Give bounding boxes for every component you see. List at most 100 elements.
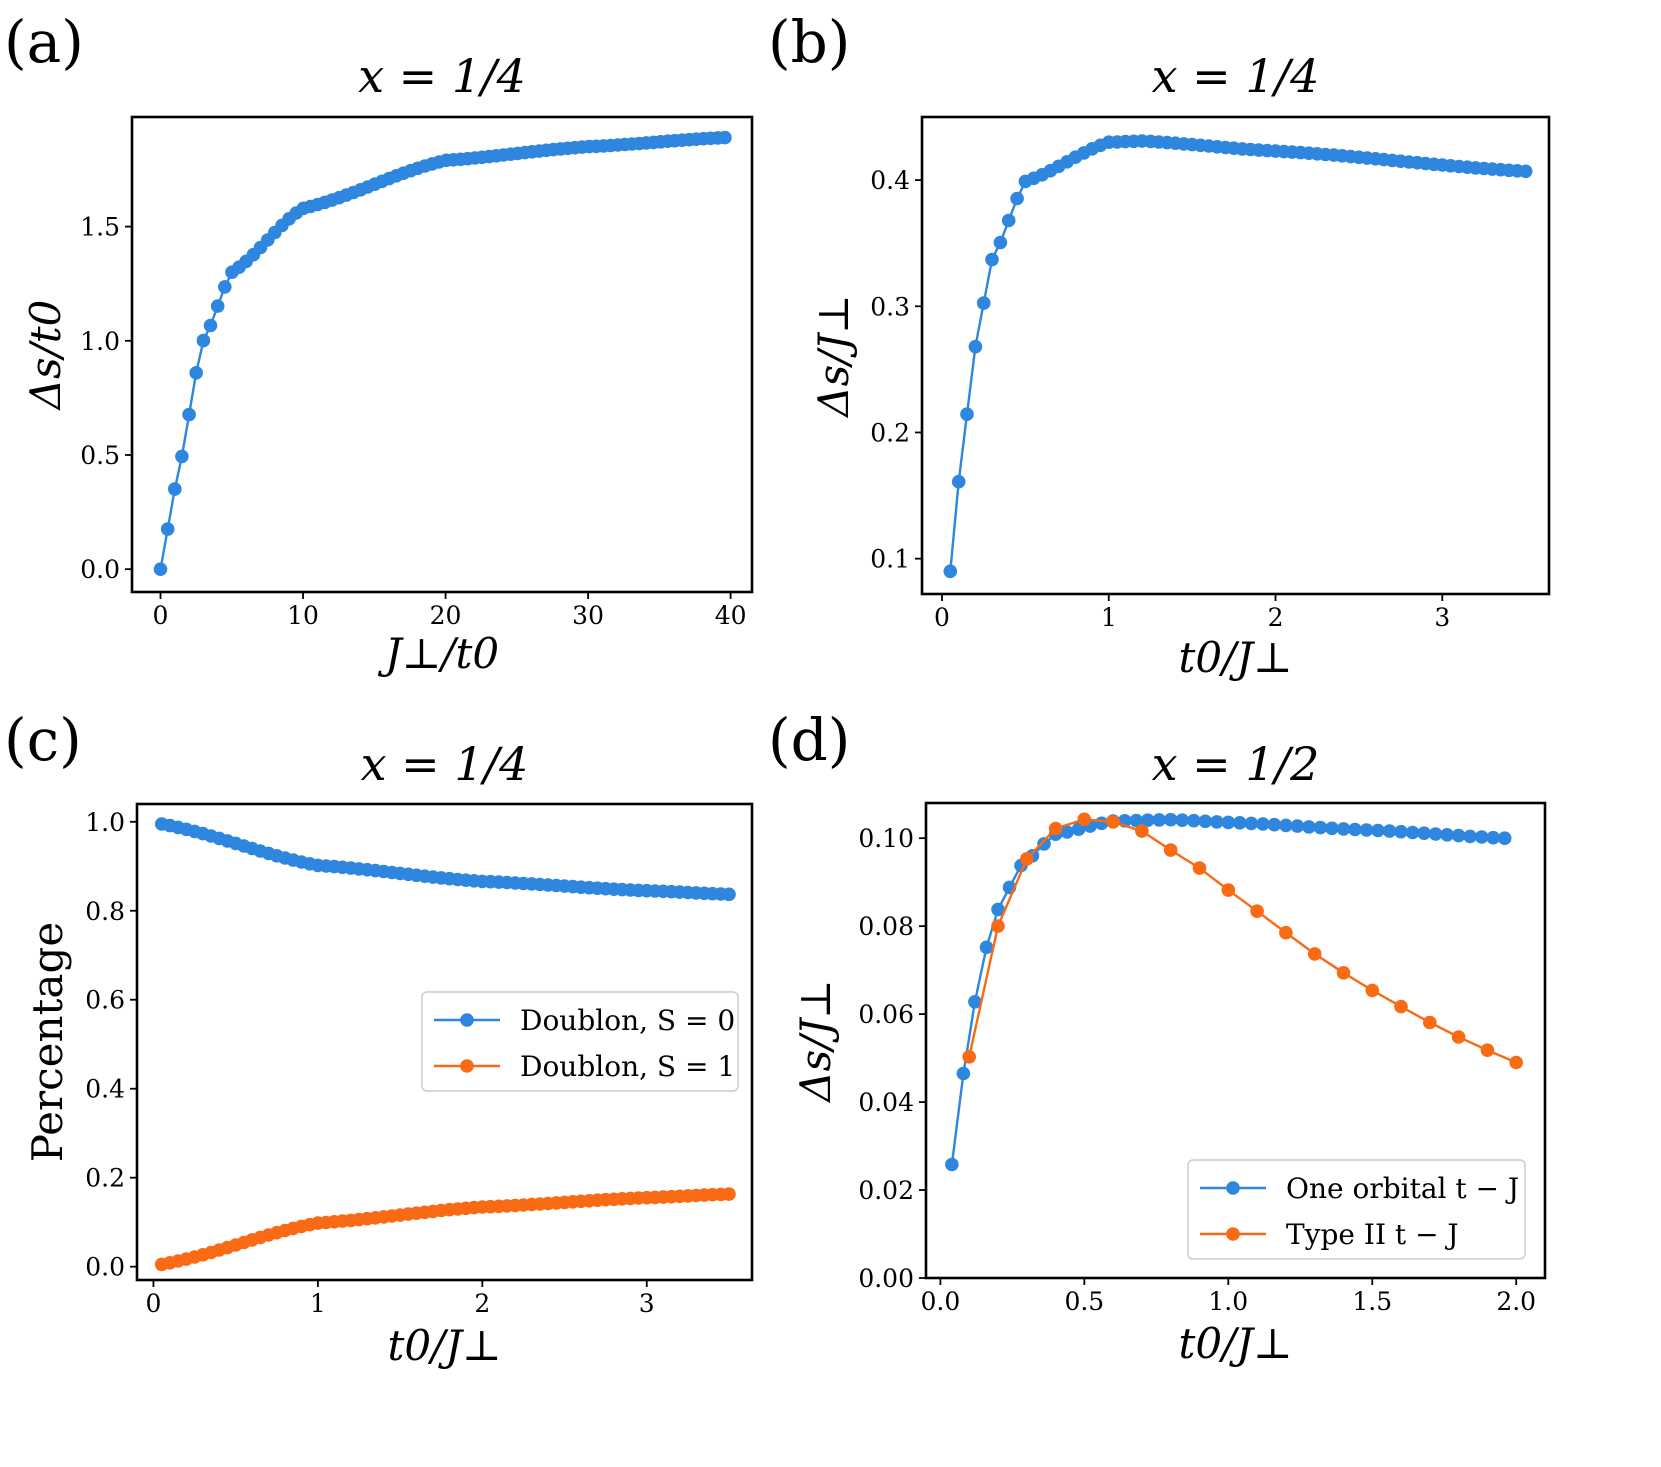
data-point <box>1244 816 1259 831</box>
y-tick-label: 0.08 <box>858 912 914 941</box>
panel-letter: (a) <box>4 8 84 76</box>
y-tick-label: 0.4 <box>870 166 910 195</box>
x-tick-label: 3 <box>1434 603 1450 632</box>
data-point <box>722 887 736 902</box>
y-tick-label: 0.6 <box>85 986 125 1015</box>
data-point <box>979 940 994 955</box>
legend-label: Doublon, S = 1 <box>520 1050 735 1083</box>
data-point <box>1256 817 1270 831</box>
data-point <box>1518 164 1533 179</box>
x-tick-label: 2 <box>474 1289 490 1318</box>
data-point <box>1106 815 1120 829</box>
series-line <box>949 139 1526 572</box>
y-tick-label: 1.0 <box>85 808 125 837</box>
data-point <box>722 1187 736 1201</box>
plot-frame <box>920 115 1551 596</box>
data-point <box>945 1157 959 1172</box>
plot-frame <box>924 801 1547 1280</box>
y-axis-label: Δs/J⊥ <box>809 294 858 418</box>
data-point <box>1302 820 1316 834</box>
data-point <box>1365 983 1380 998</box>
data-point <box>1382 824 1397 838</box>
data-point <box>1336 822 1351 836</box>
series-line <box>950 818 1505 1165</box>
plot-frame <box>130 115 754 594</box>
panel-c: (c) x = 1/4 0 1 2 3 0.0 0.2 0.4 0.6 0.8 1.0 t0/J⊥ Per… <box>4 706 754 1370</box>
data-point <box>951 474 966 489</box>
data-point <box>1290 819 1305 833</box>
legend-box <box>1187 1159 1526 1260</box>
data-point <box>968 339 983 354</box>
data-point <box>1020 852 1034 866</box>
data-point <box>1480 1043 1495 1057</box>
panel-title: x = 1/4 <box>361 737 529 791</box>
y-tick-label: 0.5 <box>80 441 120 470</box>
y-tick-label: 0.1 <box>870 545 910 574</box>
data-point <box>1440 828 1454 842</box>
x-tick-label: 0 <box>153 601 169 630</box>
y-tick-label: 0.02 <box>858 1176 914 1205</box>
data-point <box>1129 813 1143 828</box>
data-point <box>1348 822 1362 837</box>
x-tick-label: 10 <box>287 601 319 630</box>
data-point <box>991 902 1005 917</box>
data-point <box>718 130 732 145</box>
x-axis-label: t0/J⊥ <box>387 1321 501 1370</box>
data-point <box>189 366 203 380</box>
legend-marker <box>1226 1181 1240 1195</box>
data-point <box>985 252 999 267</box>
data-point <box>1509 1055 1523 1070</box>
data-point <box>1394 824 1408 839</box>
data-point <box>1192 861 1207 875</box>
data-point <box>1221 815 1236 830</box>
y-tick-label: 0.2 <box>870 418 910 447</box>
data-point <box>1187 813 1201 828</box>
x-tick-label: 0.5 <box>1064 1287 1104 1316</box>
x-tick-label: 1 <box>310 1289 326 1318</box>
panel-title: x = 1/4 <box>1152 49 1320 103</box>
data-point <box>976 296 991 310</box>
data-point <box>962 1050 976 1064</box>
x-tick-label: 40 <box>715 601 747 630</box>
legend-marker <box>460 1059 474 1073</box>
y-tick-label: 0.8 <box>85 897 125 926</box>
data-point <box>153 562 168 576</box>
legend-label: Type II t − J <box>1286 1218 1459 1251</box>
y-tick-label: 0.3 <box>870 292 910 321</box>
data-point <box>1233 816 1247 830</box>
data-point <box>1221 883 1236 897</box>
y-tick-label: 0.06 <box>858 1000 914 1029</box>
x-tick-label: 1.0 <box>1208 1287 1248 1316</box>
series-0 <box>153 130 732 576</box>
x-tick-label: 30 <box>572 601 604 630</box>
data-point <box>1313 820 1328 835</box>
legend-box <box>421 991 739 1092</box>
data-point <box>1048 821 1063 836</box>
data-point <box>1152 813 1166 827</box>
x-axis-label: t0/J⊥ <box>1178 1319 1292 1368</box>
panel-letter: (c) <box>4 706 82 774</box>
plot-frame <box>135 802 754 1282</box>
y-tick-label: 0.0 <box>85 1253 125 1282</box>
x-tick-label: 2 <box>1268 603 1284 632</box>
data-point <box>1071 822 1086 836</box>
x-tick-label: 1.5 <box>1352 1287 1392 1316</box>
x-axis-label: t0/J⊥ <box>1178 633 1292 682</box>
y-axis-label: Percentage <box>23 922 72 1162</box>
series-1 <box>962 812 1523 1070</box>
data-point <box>1037 837 1051 851</box>
series-line <box>159 136 725 570</box>
y-tick-label: 0.00 <box>858 1264 914 1293</box>
data-point <box>1451 1030 1466 1044</box>
panel-title: x = 1/2 <box>1152 737 1320 791</box>
panel-letter: (d) <box>768 706 850 774</box>
data-point <box>1336 966 1351 980</box>
data-point <box>956 1066 971 1081</box>
legend: One orbital t − J Type II t − J <box>1187 1159 1526 1260</box>
y-axis-label: Δs/J⊥ <box>791 979 840 1103</box>
y-tick-label: 0.0 <box>80 555 120 584</box>
panel-letter: (b) <box>768 8 850 76</box>
data-point <box>1405 825 1420 840</box>
data-point <box>1279 925 1293 940</box>
data-point <box>1094 816 1109 831</box>
